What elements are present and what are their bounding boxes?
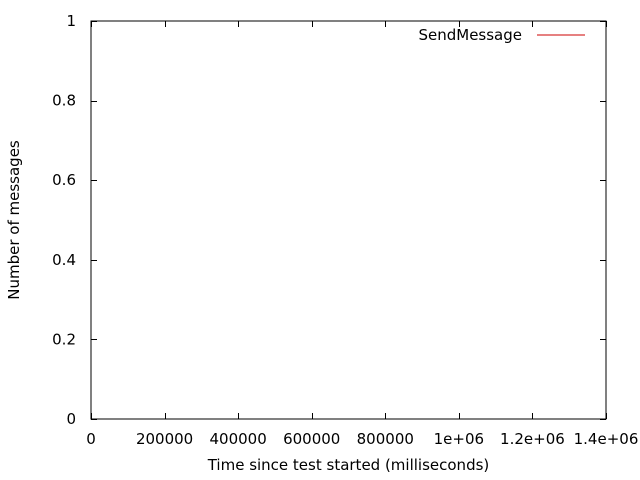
x-axis-label: Time since test started (milliseconds) [207,456,490,474]
y-tick-label: 0.8 [52,92,76,110]
y-tick-label: 0.6 [52,171,76,189]
y-axis-label: Number of messages [5,140,23,300]
axis-ticks [91,21,607,420]
x-tick-label: 600000 [283,430,340,448]
x-tick-labels: 0 200000 400000 600000 800000 1e+06 1.2e+06 1.4… [86,430,638,448]
y-tick-label: 0.4 [52,251,76,269]
x-tick-label: 200000 [136,430,193,448]
legend-label: SendMessage [418,26,522,44]
x-tick-label: 1e+06 [434,430,484,448]
x-tick-label: 1.4e+06 [574,430,639,448]
plot-area [90,20,607,420]
x-tick-label: 0 [86,430,96,448]
y-tick-labels: 0 0.2 0.4 0.6 0.8 1 [52,12,76,428]
y-tick-label: 1 [66,12,76,30]
y-tick-label: 0.2 [52,330,76,348]
y-tick-label: 0 [66,410,76,428]
x-tick-label: 400000 [210,430,267,448]
legend: SendMessage [418,26,585,44]
x-tick-label: 1.2e+06 [500,430,565,448]
plot-border [90,20,607,420]
x-tick-label: 800000 [357,430,414,448]
